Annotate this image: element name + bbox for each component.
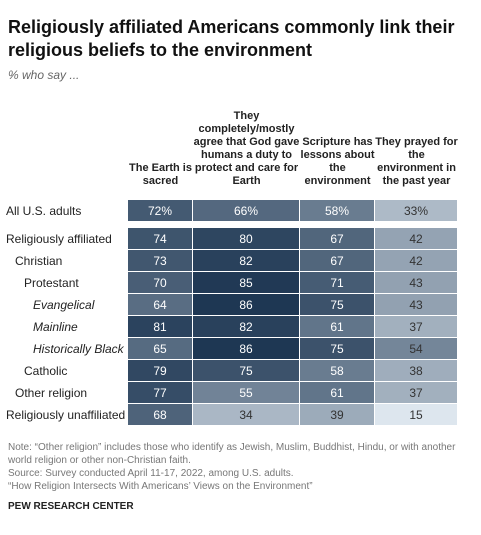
heat-cell: 79 bbox=[128, 360, 192, 381]
heat-cell: 75 bbox=[193, 360, 299, 381]
heat-cell: 43 bbox=[375, 272, 457, 293]
heat-cell: 86 bbox=[193, 294, 299, 315]
heat-cell: 67 bbox=[300, 228, 374, 249]
heat-cell: 81 bbox=[128, 316, 192, 337]
heat-cell: 67 bbox=[300, 250, 374, 271]
heat-cell: 58 bbox=[300, 360, 374, 381]
heat-cell: 58% bbox=[300, 200, 374, 221]
note: Source: Survey conducted April 11-17, 20… bbox=[8, 468, 294, 479]
heat-cell: 74 bbox=[128, 228, 192, 249]
heat-cell: 54 bbox=[375, 338, 457, 359]
source-label: PEW RESEARCH CENTER bbox=[8, 501, 134, 512]
heat-cell: 73 bbox=[128, 250, 192, 271]
heat-cell: 72% bbox=[128, 200, 192, 221]
row-label: All U.S. adults bbox=[6, 204, 82, 218]
heat-cell: 75 bbox=[300, 338, 374, 359]
row-label: Catholic bbox=[24, 364, 68, 378]
row-label: Mainline bbox=[33, 320, 78, 334]
heat-cell: 55 bbox=[193, 382, 299, 403]
heat-cell: 42 bbox=[375, 228, 457, 249]
heat-cell: 43 bbox=[375, 294, 457, 315]
heat-cell: 64 bbox=[128, 294, 192, 315]
row-label: Historically Black bbox=[33, 342, 124, 356]
row-label: Protestant bbox=[24, 276, 79, 290]
column-header: Scripture has lessons about the environm… bbox=[300, 136, 375, 187]
heat-cell: 77 bbox=[128, 382, 192, 403]
note: Note: “Other religion” includes those wh… bbox=[8, 442, 456, 466]
heat-cell: 85 bbox=[193, 272, 299, 293]
heat-cell: 34 bbox=[193, 404, 299, 425]
heat-cell: 80 bbox=[193, 228, 299, 249]
heat-cell: 65 bbox=[128, 338, 192, 359]
row-label: Religiously unaffiliated bbox=[6, 408, 126, 422]
heat-cell: 82 bbox=[193, 316, 299, 337]
row-label: Religiously affiliated bbox=[6, 232, 112, 246]
subtitle: % who say ... bbox=[8, 68, 80, 82]
heat-cell: 33% bbox=[375, 200, 457, 221]
heat-cell: 82 bbox=[193, 250, 299, 271]
heat-cell: 70 bbox=[128, 272, 192, 293]
row-label: Other religion bbox=[15, 386, 88, 400]
heat-cell: 37 bbox=[375, 316, 457, 337]
heat-cell: 75 bbox=[300, 294, 374, 315]
heat-cell: 68 bbox=[128, 404, 192, 425]
heat-cell: 39 bbox=[300, 404, 374, 425]
heat-cell: 38 bbox=[375, 360, 457, 381]
chart-title: Religiously affiliated Americans commonl… bbox=[8, 17, 455, 60]
row-label: Christian bbox=[15, 254, 63, 268]
heat-cell: 86 bbox=[193, 338, 299, 359]
column-header: They completely/mostly agree that God ga… bbox=[193, 110, 300, 187]
heat-cell: 66% bbox=[193, 200, 299, 221]
column-header: The Earth is sacred bbox=[129, 162, 192, 187]
heat-cell: 61 bbox=[300, 382, 374, 403]
row-label: Evangelical bbox=[33, 298, 95, 312]
heat-cell: 42 bbox=[375, 250, 457, 271]
heat-cell: 71 bbox=[300, 272, 374, 293]
column-header: They prayed for the environment in the p… bbox=[375, 136, 458, 187]
note: “How Religion Intersects With Americans’… bbox=[8, 481, 313, 492]
heat-cell: 61 bbox=[300, 316, 374, 337]
heat-cell: 15 bbox=[375, 404, 457, 425]
heat-cell: 37 bbox=[375, 382, 457, 403]
